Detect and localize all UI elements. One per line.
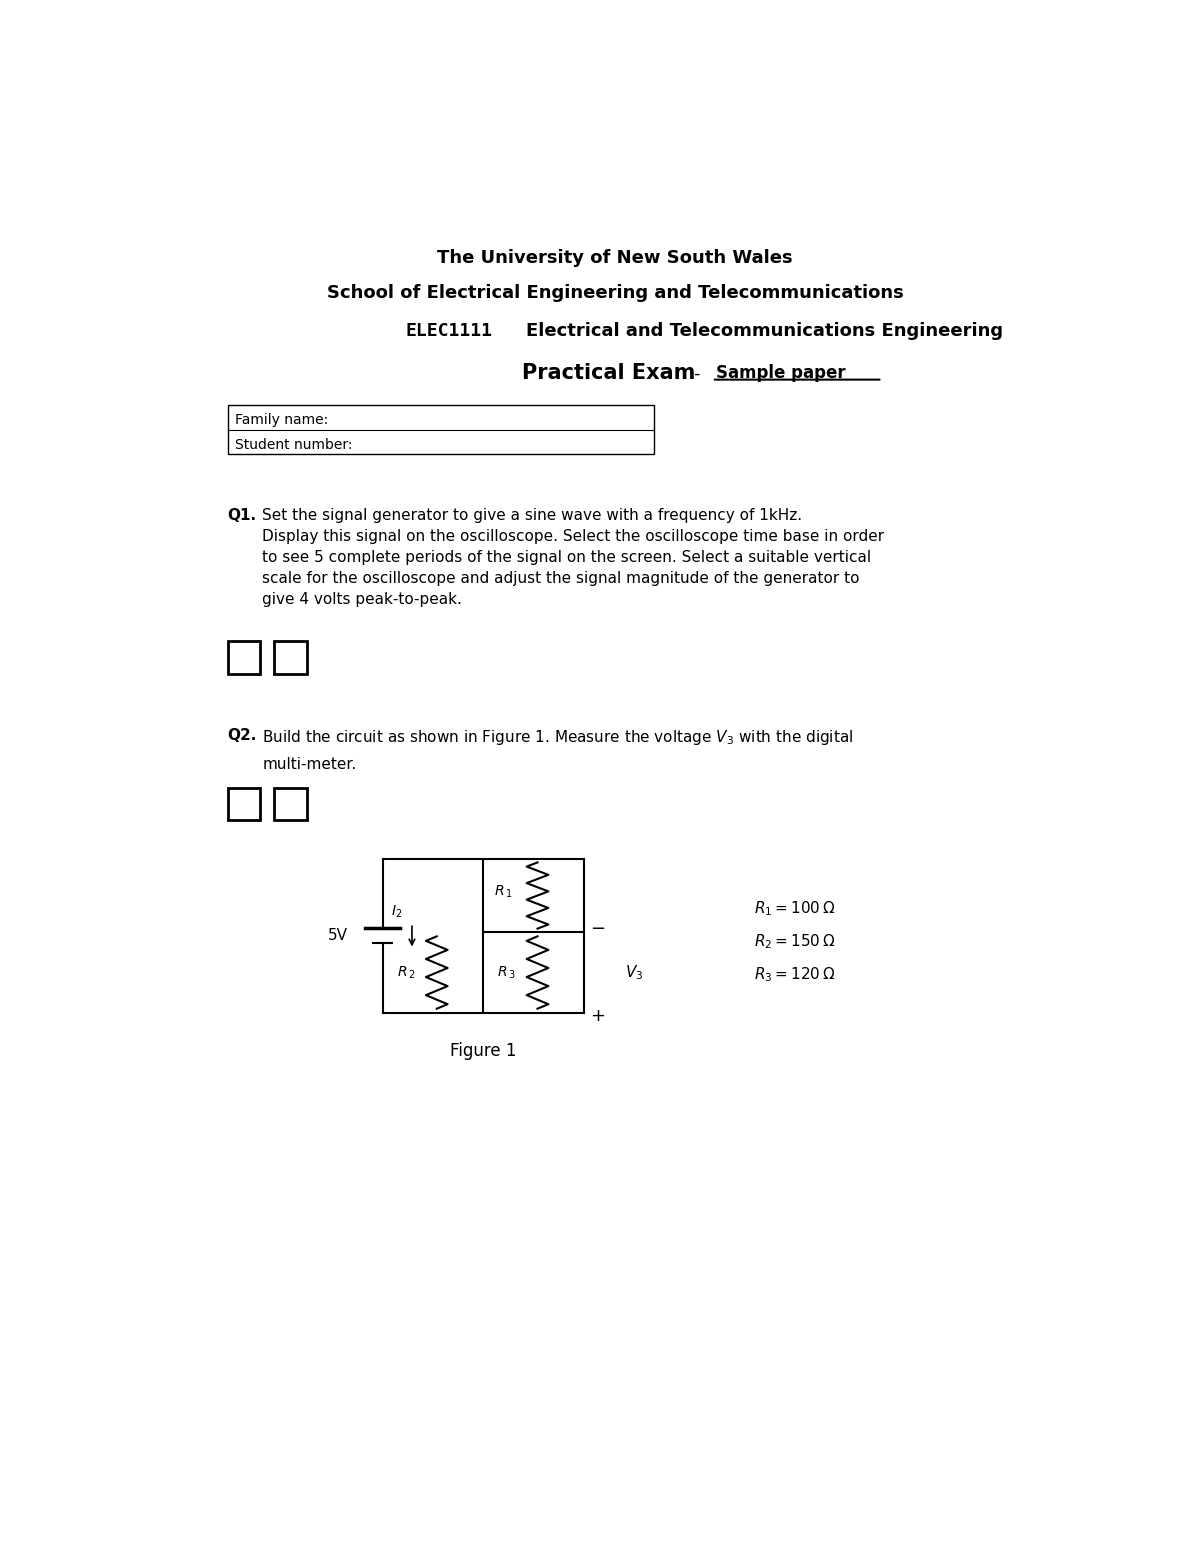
- Text: Q1.: Q1.: [228, 508, 257, 523]
- Text: $R_{\,3}$: $R_{\,3}$: [497, 964, 516, 981]
- Text: $R_2 = 150\,\Omega$: $R_2 = 150\,\Omega$: [755, 932, 835, 950]
- Text: Build the circuit as shown in Figure 1. Measure the voltage $V_3$ with the digit: Build the circuit as shown in Figure 1. …: [263, 728, 853, 747]
- Text: The University of New South Wales: The University of New South Wales: [437, 248, 793, 267]
- Text: ELEC1111: ELEC1111: [406, 321, 493, 340]
- Text: $I_2$: $I_2$: [391, 904, 403, 921]
- Bar: [228, 641, 260, 674]
- Text: $V_3$: $V_3$: [625, 963, 643, 981]
- Text: Q2.: Q2.: [228, 728, 257, 742]
- Text: −: −: [590, 919, 606, 938]
- Text: $R_3 = 120\,\Omega$: $R_3 = 120\,\Omega$: [755, 966, 835, 985]
- Text: Figure 1: Figure 1: [450, 1042, 516, 1061]
- Text: Sample paper: Sample paper: [715, 365, 845, 382]
- Text: $R_{\,2}$: $R_{\,2}$: [397, 964, 415, 981]
- Bar: [228, 405, 654, 455]
- Text: School of Electrical Engineering and Telecommunications: School of Electrical Engineering and Tel…: [326, 284, 904, 301]
- Bar: [228, 787, 260, 820]
- Bar: [274, 787, 306, 820]
- Text: -: -: [694, 365, 700, 382]
- Text: multi-meter.: multi-meter.: [263, 756, 356, 772]
- Text: +: +: [590, 1008, 606, 1025]
- Text: Practical Exam: Practical Exam: [522, 363, 695, 384]
- Text: Student number:: Student number:: [235, 438, 353, 452]
- Text: Set the signal generator to give a sine wave with a frequency of 1kHz.
Display t: Set the signal generator to give a sine …: [263, 508, 884, 607]
- Bar: [274, 641, 306, 674]
- Text: 5V: 5V: [328, 929, 348, 943]
- Text: $R_{\,1}$: $R_{\,1}$: [494, 884, 512, 899]
- Text: Family name:: Family name:: [235, 413, 329, 427]
- Text: Electrical and Telecommunications Engineering: Electrical and Telecommunications Engine…: [526, 321, 1003, 340]
- Text: $R_1 = 100\,\Omega$: $R_1 = 100\,\Omega$: [755, 899, 835, 918]
